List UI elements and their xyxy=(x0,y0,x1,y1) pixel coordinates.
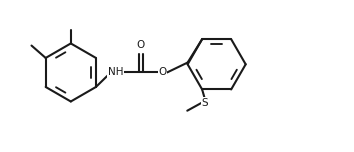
Text: S: S xyxy=(202,98,208,108)
Text: O: O xyxy=(159,67,167,78)
Text: O: O xyxy=(137,40,145,50)
Text: NH: NH xyxy=(108,67,123,78)
